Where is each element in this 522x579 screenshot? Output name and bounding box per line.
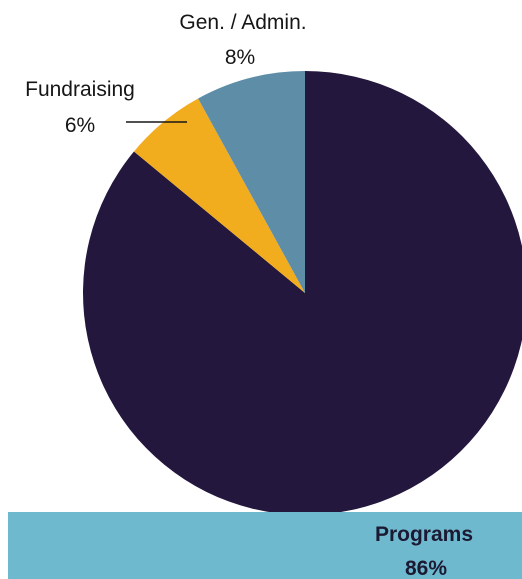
pie-slice-fundraising [133, 98, 305, 294]
gen-admin-percent: 8% [225, 46, 255, 69]
pie-slices [83, 71, 522, 515]
pie-slice-gen-admin [198, 71, 305, 293]
fundraising-label: Fundraising [25, 78, 135, 101]
programs-percent: 86% [405, 557, 447, 579]
fundraising-percent: 6% [65, 114, 95, 137]
programs-label: Programs [375, 523, 473, 546]
gen-admin-label: Gen. / Admin. [179, 11, 306, 34]
programs-label-band [8, 512, 522, 579]
pie-slice-programs [83, 71, 522, 515]
